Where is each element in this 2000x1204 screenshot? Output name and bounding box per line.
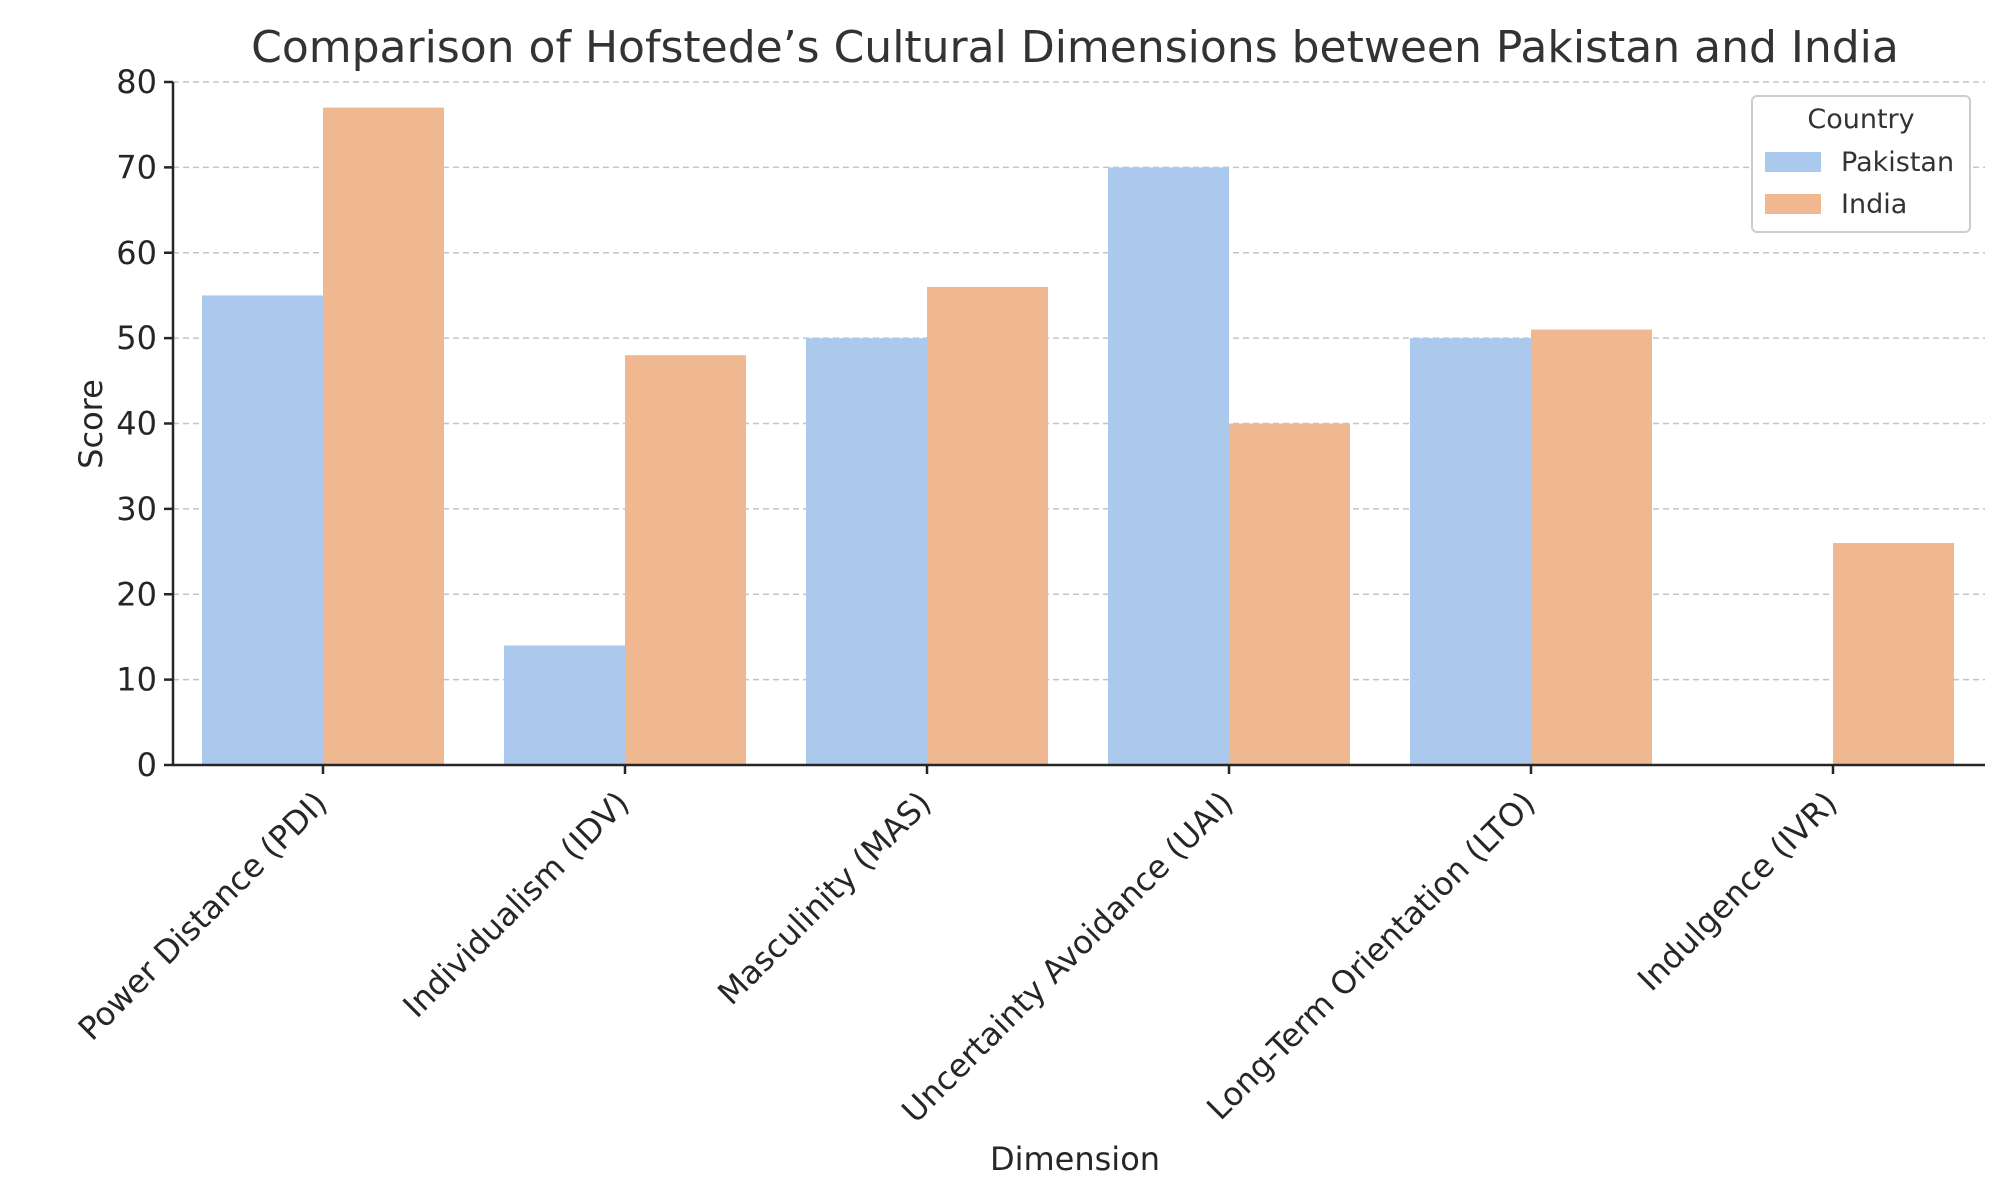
y-tick-label: 20 [116,575,157,613]
x-tick-label: Long-Term Orientation (LTO) [1199,784,1542,1127]
bar-pakistan-0 [202,295,323,765]
gridlines [173,81,1985,681]
x-tick-label: Power Distance (PDI) [71,784,335,1048]
y-tick-label: 60 [116,234,157,272]
bar-india-1 [625,355,746,765]
bar-india-3 [1229,423,1350,765]
y-tick-label: 0 [137,746,157,784]
x-tick-label: Masculinity (MAS) [710,784,939,1013]
bar-india-0 [323,107,444,766]
y-tick-label: 70 [116,148,157,186]
bar-pakistan-3 [1108,167,1229,765]
legend: Country Pakistan India [1751,95,1971,233]
bar-india-2 [927,286,1048,765]
y-tick-label: 40 [116,405,157,443]
legend-label-pakistan: Pakistan [1841,147,1954,178]
legend-title: Country [1807,104,1914,135]
bar-india-5 [1833,543,1954,765]
bar-pakistan-4 [1410,338,1531,765]
x-ticks: Power Distance (PDI) Individualism (IDV) M… [71,765,1845,1130]
y-ticks: 0 10 20 30 40 50 60 70 80 [116,63,173,784]
x-axis-label: Dimension [990,1140,1160,1178]
bar-pakistan-1 [504,645,625,765]
legend-items: Pakistan India [1765,147,1954,220]
y-axis-label: Score [72,379,110,469]
bars [202,107,1954,766]
bar-pakistan-2 [806,338,927,765]
x-tick-label: Indulgence (IVR) [1630,784,1845,999]
chart-title: Comparison of Hofstede’s Cultural Dimens… [251,22,1899,73]
legend-label-india: India [1841,189,1907,220]
y-tick-label: 30 [116,490,157,528]
legend-swatch-india [1765,194,1821,214]
bar-india-4 [1531,329,1652,765]
x-tick-label: Uncertainty Avoidance (UAI) [894,784,1240,1130]
legend-swatch-pakistan [1765,152,1821,172]
y-tick-label: 10 [116,661,157,699]
y-tick-label: 50 [116,319,157,357]
y-tick-label: 80 [116,63,157,101]
x-tick-label: Individualism (IDV) [395,784,636,1025]
